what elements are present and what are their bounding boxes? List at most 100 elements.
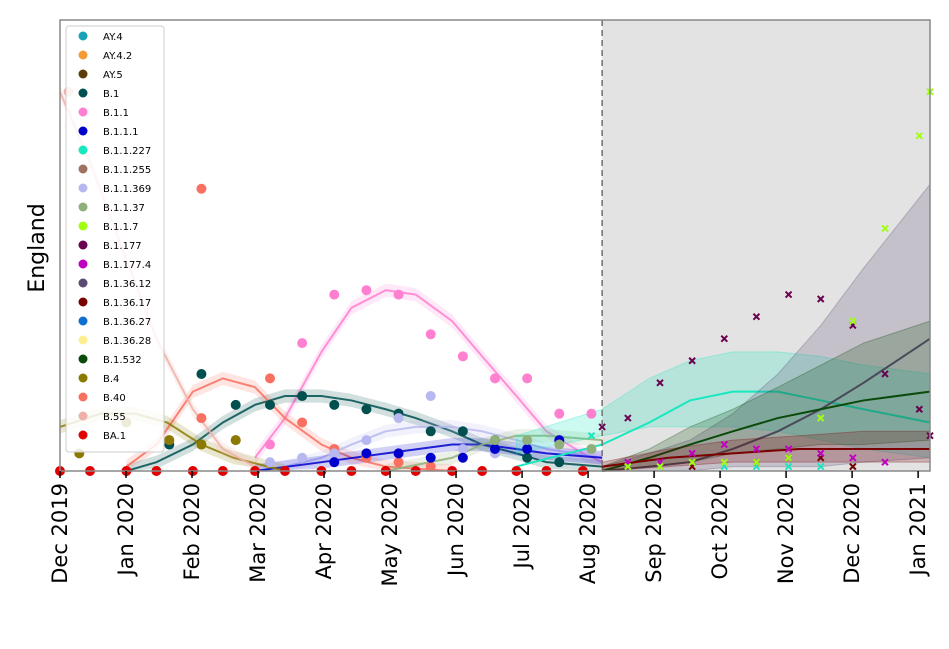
point-b-1	[265, 399, 275, 410]
legend-marker-b-4	[78, 373, 88, 383]
point-b-1-1	[297, 338, 308, 349]
legend-label-b-1-36-27: B.1.36.27	[103, 317, 151, 328]
legend-marker-b-1-36-27	[78, 316, 88, 326]
point-b-1-1-37	[490, 435, 500, 446]
legend-label-ay-5: AY.5	[103, 70, 123, 81]
point-b-1-1-37	[554, 439, 565, 450]
point-b-1	[297, 391, 308, 402]
point-b-1-1-369	[425, 391, 436, 402]
legend-label-b-1-1-227: B.1.1.227	[103, 146, 151, 157]
point-b-1	[196, 368, 207, 379]
x-tick-label: Sep 2020	[642, 483, 666, 583]
legend-label-ba-1: BA.1	[103, 431, 126, 442]
point-b-40	[393, 457, 404, 468]
x-tick-label: May 2020	[378, 483, 402, 587]
xmark-b-1-1-7	[849, 317, 857, 325]
point-b-1-1	[329, 289, 340, 300]
point-b-1-1-369	[297, 452, 308, 463]
xmark-b-1-1-7	[624, 462, 632, 471]
point-b-1-1-37	[586, 443, 597, 454]
point-b-1-1-369	[329, 448, 340, 459]
xmark-b-1-1-7	[784, 454, 793, 462]
point-b-1-1-369	[393, 413, 404, 424]
xmark-b-1-177	[598, 423, 606, 431]
xmark-b-1-177-4	[688, 449, 696, 458]
point-b-1-1	[425, 329, 436, 340]
xmark-b-1-177-4	[784, 445, 793, 453]
legend-marker-b-1-1-1	[78, 126, 88, 136]
xmark-b-1-177-4	[752, 445, 761, 453]
xmark-b-1-177	[752, 312, 761, 321]
band-b-1-1	[255, 283, 603, 469]
xmark-b-1-1-7	[688, 458, 696, 466]
legend-label-b-1-1-255: B.1.1.255	[103, 165, 151, 176]
x-tick-label: Mar 2020	[246, 483, 270, 583]
x-tick-label: Dec 2019	[48, 483, 72, 584]
forecast-shaded-region	[602, 20, 930, 471]
xmark-b-1-177-4	[849, 454, 857, 462]
xmark-b-1-1-227	[587, 432, 596, 440]
point-b-1	[554, 457, 565, 468]
forecast-line-b-1-1-227	[516, 390, 931, 468]
point-b-1	[361, 404, 372, 415]
point-b-40	[425, 461, 436, 472]
point-b-1-1-1	[393, 448, 404, 459]
legend-marker-ay-4	[78, 31, 88, 41]
point-b-1-1	[586, 408, 597, 419]
x-tick-label: Apr 2020	[312, 483, 336, 579]
legend-label-ay-4-2: AY.4.2	[103, 51, 132, 62]
point-b-1-1-1	[490, 443, 500, 454]
x-tick-label: Nov 2020	[774, 483, 798, 584]
point-b-1-1-369	[265, 457, 275, 468]
xmark-b-1-1-7	[817, 414, 825, 422]
point-b-1-1	[554, 408, 565, 419]
legend: AY.4 AY.4.2 AY.5 B.1 B.1.1 B.1.1.1 B.1.1.227 B.…	[65, 25, 165, 453]
legend-marker-b-55	[78, 411, 88, 421]
legend-label-b-1-177: B.1.177	[103, 241, 142, 252]
forecast-line-b-1-36-12	[602, 337, 931, 472]
x-tick-label: Jun 2020	[444, 483, 468, 578]
legend-marker-b-1	[78, 88, 88, 98]
line-b-1-1	[254, 289, 603, 464]
legend-marker-b-1-1-37	[78, 202, 88, 212]
plot-area	[55, 20, 934, 476]
legend-marker-b-1-1-369	[78, 183, 88, 193]
xmark-b-1-1-7	[720, 458, 728, 466]
xmark-b-1-177	[688, 357, 696, 365]
legend-marker-b-40	[78, 392, 88, 402]
point-b-40-outlier	[196, 183, 207, 194]
xmark-b-1-1-7	[656, 462, 664, 471]
point-b-1	[425, 426, 436, 437]
legend-label-b-1-1-1: B.1.1.1	[103, 127, 138, 138]
legend-box	[65, 25, 165, 453]
point-b-1-1-37	[522, 435, 533, 446]
plot-frame	[59, 19, 931, 472]
x-tick-label: Jul 2020	[510, 483, 534, 570]
legend-marker-b-1-1-7	[78, 221, 88, 231]
legend-label-b-1: B.1	[103, 89, 119, 100]
x-tick-label: Feb 2020	[180, 483, 204, 580]
y-axis-label: England	[25, 203, 50, 292]
point-b-1-1-1	[329, 457, 340, 468]
legend-marker-b-1-1-227	[78, 145, 88, 155]
point-b-1-1	[361, 285, 372, 296]
legend-label-b-1-1: B.1.1	[103, 108, 129, 119]
point-b-1	[457, 426, 468, 437]
legend-marker-b-1-1	[78, 107, 88, 117]
line-b-1	[126, 395, 603, 472]
point-b-40	[265, 373, 275, 384]
x-tick-label: Dec 2020	[840, 483, 864, 584]
legend-label-b-4: B.4	[103, 374, 119, 385]
xmark-b-1-1-227	[817, 462, 825, 471]
point-b-1-1-369	[457, 443, 468, 454]
point-b-1-1-1	[457, 452, 468, 463]
legend-marker-b-1-177-4	[78, 259, 88, 269]
x-tick-label: Oct 2020	[708, 483, 732, 579]
point-b-40	[297, 417, 308, 428]
legend-label-b-1-177-4: B.1.177.4	[103, 260, 151, 271]
legend-label-b-40: B.40	[103, 393, 126, 404]
legend-marker-b-1-177	[78, 240, 88, 250]
band-b-1-1-1	[255, 437, 603, 471]
point-b-1-1	[265, 439, 275, 450]
